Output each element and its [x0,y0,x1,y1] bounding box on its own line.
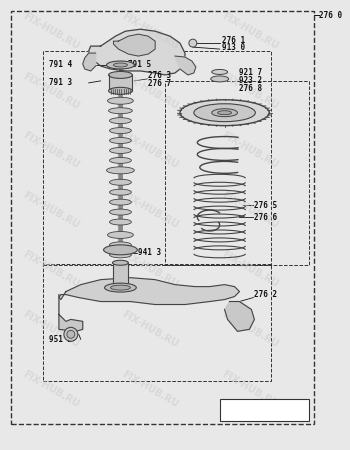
Polygon shape [89,29,185,75]
Text: 951 2: 951 2 [49,335,72,344]
Ellipse shape [106,167,134,174]
Bar [11,11,314,424]
Text: 923 2: 923 2 [239,76,262,86]
Ellipse shape [113,63,127,67]
Ellipse shape [110,219,131,225]
Text: 276 3: 276 3 [148,72,172,81]
Ellipse shape [105,283,136,292]
Ellipse shape [218,111,232,115]
Ellipse shape [111,285,130,290]
Text: 276 6: 276 6 [254,212,278,221]
Text: FIX-HUB.RU: FIX-HUB.RU [120,130,180,171]
Ellipse shape [107,97,133,104]
Text: FIX-HUB.RU: FIX-HUB.RU [220,71,280,111]
Ellipse shape [177,99,272,126]
Ellipse shape [110,148,131,153]
Bar [165,81,309,265]
Text: FIX-HUB.RU: FIX-HUB.RU [120,11,180,51]
Text: 276 5: 276 5 [254,201,278,210]
Text: FIX-HUB.RU: FIX-HUB.RU [220,369,280,409]
Text: 276 8: 276 8 [239,84,262,93]
Text: 276 7: 276 7 [148,79,172,88]
Ellipse shape [110,138,131,144]
Ellipse shape [110,158,131,163]
Bar [112,263,128,288]
Ellipse shape [212,69,228,74]
Polygon shape [59,278,239,305]
Ellipse shape [212,109,238,117]
Text: FIX-HUB.RU: FIX-HUB.RU [21,11,81,51]
Ellipse shape [110,209,131,215]
Ellipse shape [106,61,134,69]
Text: FIX-HUB.RU: FIX-HUB.RU [120,250,180,290]
Bar [43,264,271,381]
Ellipse shape [110,199,131,205]
Ellipse shape [110,117,131,124]
Ellipse shape [108,87,132,94]
Ellipse shape [110,179,131,185]
Text: 276 1: 276 1 [222,36,245,45]
Ellipse shape [194,104,256,122]
Text: FIX-HUB.RU: FIX-HUB.RU [21,71,81,111]
Text: 276 0: 276 0 [319,11,342,20]
Text: FIX-HUB.RU: FIX-HUB.RU [220,190,280,230]
Text: 02  000  009: 02 000 009 [232,405,296,414]
Text: FIX-HUB.RU: FIX-HUB.RU [21,250,81,290]
Ellipse shape [108,72,132,78]
Text: FIX-HUB.RU: FIX-HUB.RU [220,309,280,350]
Text: FIX-HUB.RU: FIX-HUB.RU [220,11,280,51]
Circle shape [189,39,197,47]
Polygon shape [225,302,254,331]
Text: FIX-HUB.RU: FIX-HUB.RU [220,250,280,290]
Ellipse shape [107,231,133,239]
Bar [220,399,309,421]
Ellipse shape [112,260,128,265]
Ellipse shape [110,252,131,258]
Ellipse shape [108,108,132,114]
Polygon shape [175,56,196,75]
Ellipse shape [104,245,137,255]
Polygon shape [59,295,83,331]
Text: FIX-HUB.RU: FIX-HUB.RU [21,130,81,171]
Text: FIX-HUB.RU: FIX-HUB.RU [120,369,180,409]
Text: FIX-HUB.RU: FIX-HUB.RU [21,369,81,409]
Text: FIX-HUB.RU: FIX-HUB.RU [21,190,81,230]
Bar [108,75,132,91]
Text: FIX-HUB.RU: FIX-HUB.RU [21,309,81,350]
Text: FIX-HUB.RU: FIX-HUB.RU [120,71,180,111]
Text: 913 0: 913 0 [222,43,245,52]
Circle shape [67,330,75,338]
Ellipse shape [211,76,229,82]
Text: 921 7: 921 7 [239,68,262,77]
Ellipse shape [110,242,131,248]
Circle shape [64,327,78,341]
Text: 791 5: 791 5 [128,60,152,69]
Ellipse shape [110,189,131,195]
Text: 276 2: 276 2 [254,290,278,299]
Polygon shape [83,53,96,71]
Ellipse shape [110,128,131,134]
Text: FIX-HUB.RU: FIX-HUB.RU [120,309,180,350]
Text: 791 3: 791 3 [49,78,72,87]
Bar [43,51,271,265]
Polygon shape [113,34,155,56]
Text: 791 4: 791 4 [49,60,72,69]
Text: FIX-HUB.RU: FIX-HUB.RU [220,130,280,171]
Text: FIX-HUB.RU: FIX-HUB.RU [120,190,180,230]
Text: 941 3: 941 3 [138,248,161,257]
